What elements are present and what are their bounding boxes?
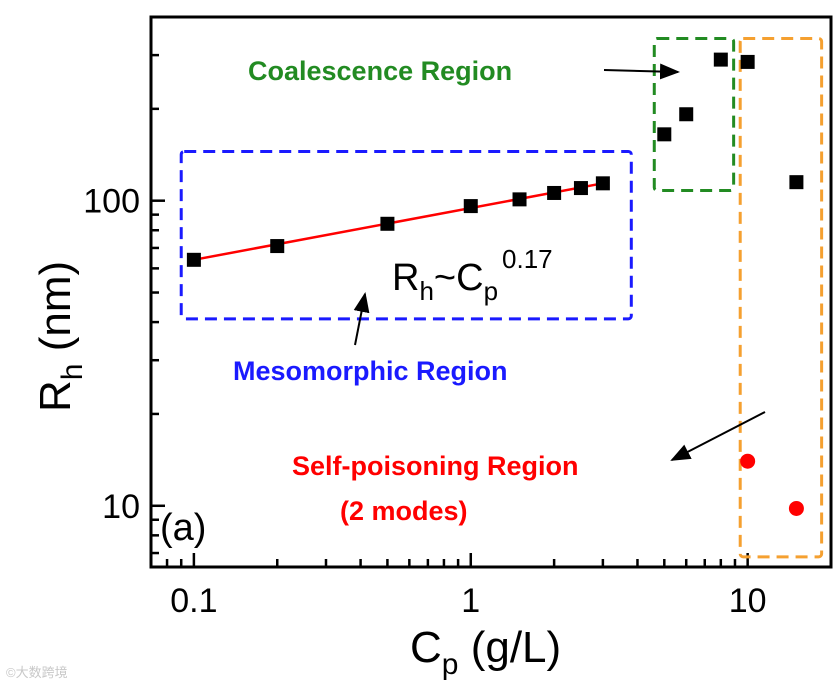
y-tick-label: 10: [102, 488, 140, 526]
data-point-circle: [788, 500, 804, 516]
y-tick-label: 100: [83, 183, 140, 221]
self-poisoning-region-sublabel: (2 modes): [340, 496, 468, 526]
axis-ticks: [149, 15, 833, 567]
panel-label: (a): [160, 507, 206, 549]
x-tick-label: 1: [461, 582, 480, 620]
data-point-square: [713, 52, 728, 67]
coalescence-arrow: [603, 63, 680, 80]
data-point-square: [657, 127, 672, 142]
x-tick-label: 10: [729, 582, 767, 620]
data-point-square: [595, 176, 610, 191]
x-tick-label: 0.1: [170, 582, 217, 620]
data-point-square: [380, 216, 395, 231]
fit-equation: Rh~Cp0.17: [392, 244, 553, 306]
y-axis-title: Rh (nm): [31, 261, 89, 412]
data-point-square: [679, 107, 694, 122]
data-point-square: [789, 175, 804, 190]
tick-labels: 0.1 1 10 10 100: [83, 183, 766, 620]
self-poisoning-region-box: [738, 37, 824, 559]
self-poisoning-region-label: Self-poisoning Region: [292, 451, 578, 481]
data-point-square: [270, 239, 285, 254]
region-boxes: [179, 37, 824, 559]
fit-line: [193, 182, 604, 262]
data-point-square: [463, 199, 478, 214]
data-point-circle: [740, 453, 756, 469]
data-point-square: [740, 54, 755, 69]
fit-line-group: [193, 182, 604, 262]
mesomorphic-region-box: [179, 149, 633, 321]
data-point-square: [512, 192, 527, 207]
mesomorphic-arrow: [353, 292, 370, 346]
x-axis-title: Cp (g/L): [410, 623, 561, 681]
data-point-square: [547, 185, 562, 200]
data-points: [186, 52, 804, 516]
self-poisoning-arrow: [670, 411, 766, 461]
data-point-square: [186, 252, 201, 267]
data-point-square: [573, 181, 588, 196]
coalescence-region-label: Coalescence Region: [248, 56, 512, 86]
watermark: ©大数跨境: [6, 665, 68, 680]
mesomorphic-region-label: Mesomorphic Region: [233, 356, 508, 386]
